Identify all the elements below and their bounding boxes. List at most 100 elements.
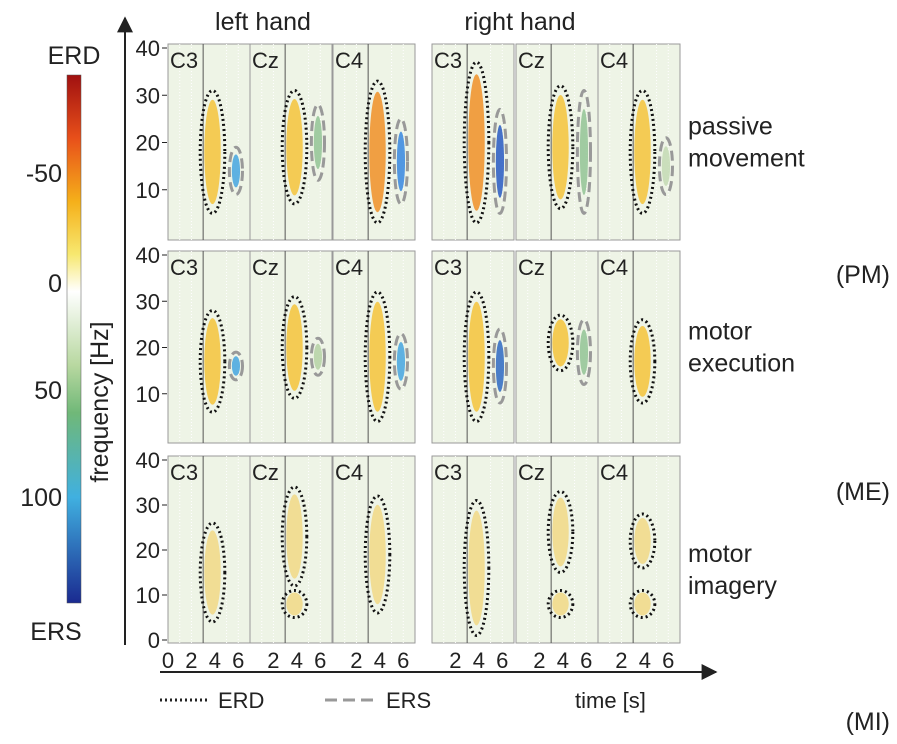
colorbar [66,74,82,604]
ers-blob [313,343,323,370]
channel-label: Cz [252,255,279,280]
erd-outline [363,290,392,423]
erd-outline [462,290,491,423]
y-tick-label: 10 [136,382,160,407]
ers-blob [495,340,505,392]
ers-blob [495,125,505,198]
colorbar-tick: -50 [26,160,62,188]
colorbar-top: ERD [48,42,101,70]
group-label: left hand [215,8,311,36]
x-tick-label: 6 [662,648,674,673]
ers-outline [491,327,509,405]
erd-blob [204,530,221,615]
x-axis-label: time [s] [575,688,646,713]
row-label: motor [688,318,752,346]
row-label: passive [688,113,773,141]
y-tick-label: 0 [148,628,160,653]
erd-blob [552,592,569,616]
erd-blob [634,592,651,616]
ers-blob [313,116,323,169]
x-tick-label: 6 [314,648,326,673]
y-tick-label: 40 [136,448,160,473]
erd-blob [552,497,569,567]
x-tick-label: 4 [557,648,569,673]
row-abbrev: (ME) [836,478,890,506]
erd-outline [462,499,491,637]
erd-blob [552,319,569,367]
ers-blob [231,356,241,376]
channel-label: C3 [434,460,462,485]
erd-blob [286,99,303,196]
erd-blob [634,325,651,397]
erd-blob [552,95,569,200]
erd-blob [468,301,485,412]
y-tick-label: 20 [136,336,160,361]
erd-outline [198,309,227,414]
x-tick-label: 4 [209,648,221,673]
ers-outline [309,103,327,182]
erd-outline [280,589,309,619]
channel-label: C3 [170,255,198,280]
row-label: movement [688,145,805,173]
erd-blob [204,318,221,405]
erd-outline [546,313,575,373]
erd-outline [546,589,575,619]
x-tick-label: 6 [397,648,409,673]
channel-label: Cz [252,460,279,485]
erd-blob [204,99,221,205]
y-tick-label: 40 [136,243,160,268]
ers-blob [231,154,241,188]
group-label: right hand [464,8,575,36]
colorbar-tick: 0 [48,270,62,298]
ers-outline [227,145,245,196]
x-tick-label: 2 [615,648,627,673]
x-tick-label: 4 [374,648,386,673]
erd-outline [280,485,309,588]
row-label: execution [688,350,795,378]
erd-blob [286,592,303,616]
row-abbrev: (MI) [846,708,890,736]
panel [167,455,251,644]
erd-outline [628,89,657,215]
erd-outline [546,490,575,574]
erd-outline [628,318,657,405]
ers-outline [392,117,410,206]
x-tick-label: 4 [639,648,651,673]
erd-blob [286,304,303,391]
channel-label: C3 [434,48,462,73]
y-tick-label: 20 [136,538,160,563]
y-tick-label: 10 [136,583,160,608]
erd-outline [198,89,227,215]
channel-label: C4 [335,48,363,73]
x-tick-label: 2 [267,648,279,673]
erd-outline [280,295,309,400]
channel-label: C4 [600,48,628,73]
channel-label: C4 [600,255,628,280]
erd-blob [468,510,485,626]
channel-label: C3 [170,460,198,485]
x-tick-label: 2 [350,648,362,673]
erd-outline [628,589,657,619]
ers-blob [396,131,406,192]
ers-outline [392,332,410,391]
y-axis-label: frequency [Hz] [86,321,114,482]
legend-erd: ERD [218,688,264,713]
colorbar-tick: 100 [20,484,62,512]
colorbar-bottom: ERS [30,618,81,646]
x-tick-label: 2 [185,648,197,673]
row-label: motor [688,540,752,568]
erd-blob [634,99,651,205]
erd-outline [198,521,227,624]
erd-outline [462,60,491,225]
x-tick-label: 0 [162,648,174,673]
erd-outline [628,512,657,570]
ers-outline [657,136,675,196]
erd-blob [369,301,386,412]
x-tick-label: 4 [473,648,485,673]
erd-blob [369,504,386,605]
ers-blob [661,146,671,186]
channel-label: Cz [518,255,545,280]
ers-outline [227,350,245,382]
ers-blob [396,341,406,381]
